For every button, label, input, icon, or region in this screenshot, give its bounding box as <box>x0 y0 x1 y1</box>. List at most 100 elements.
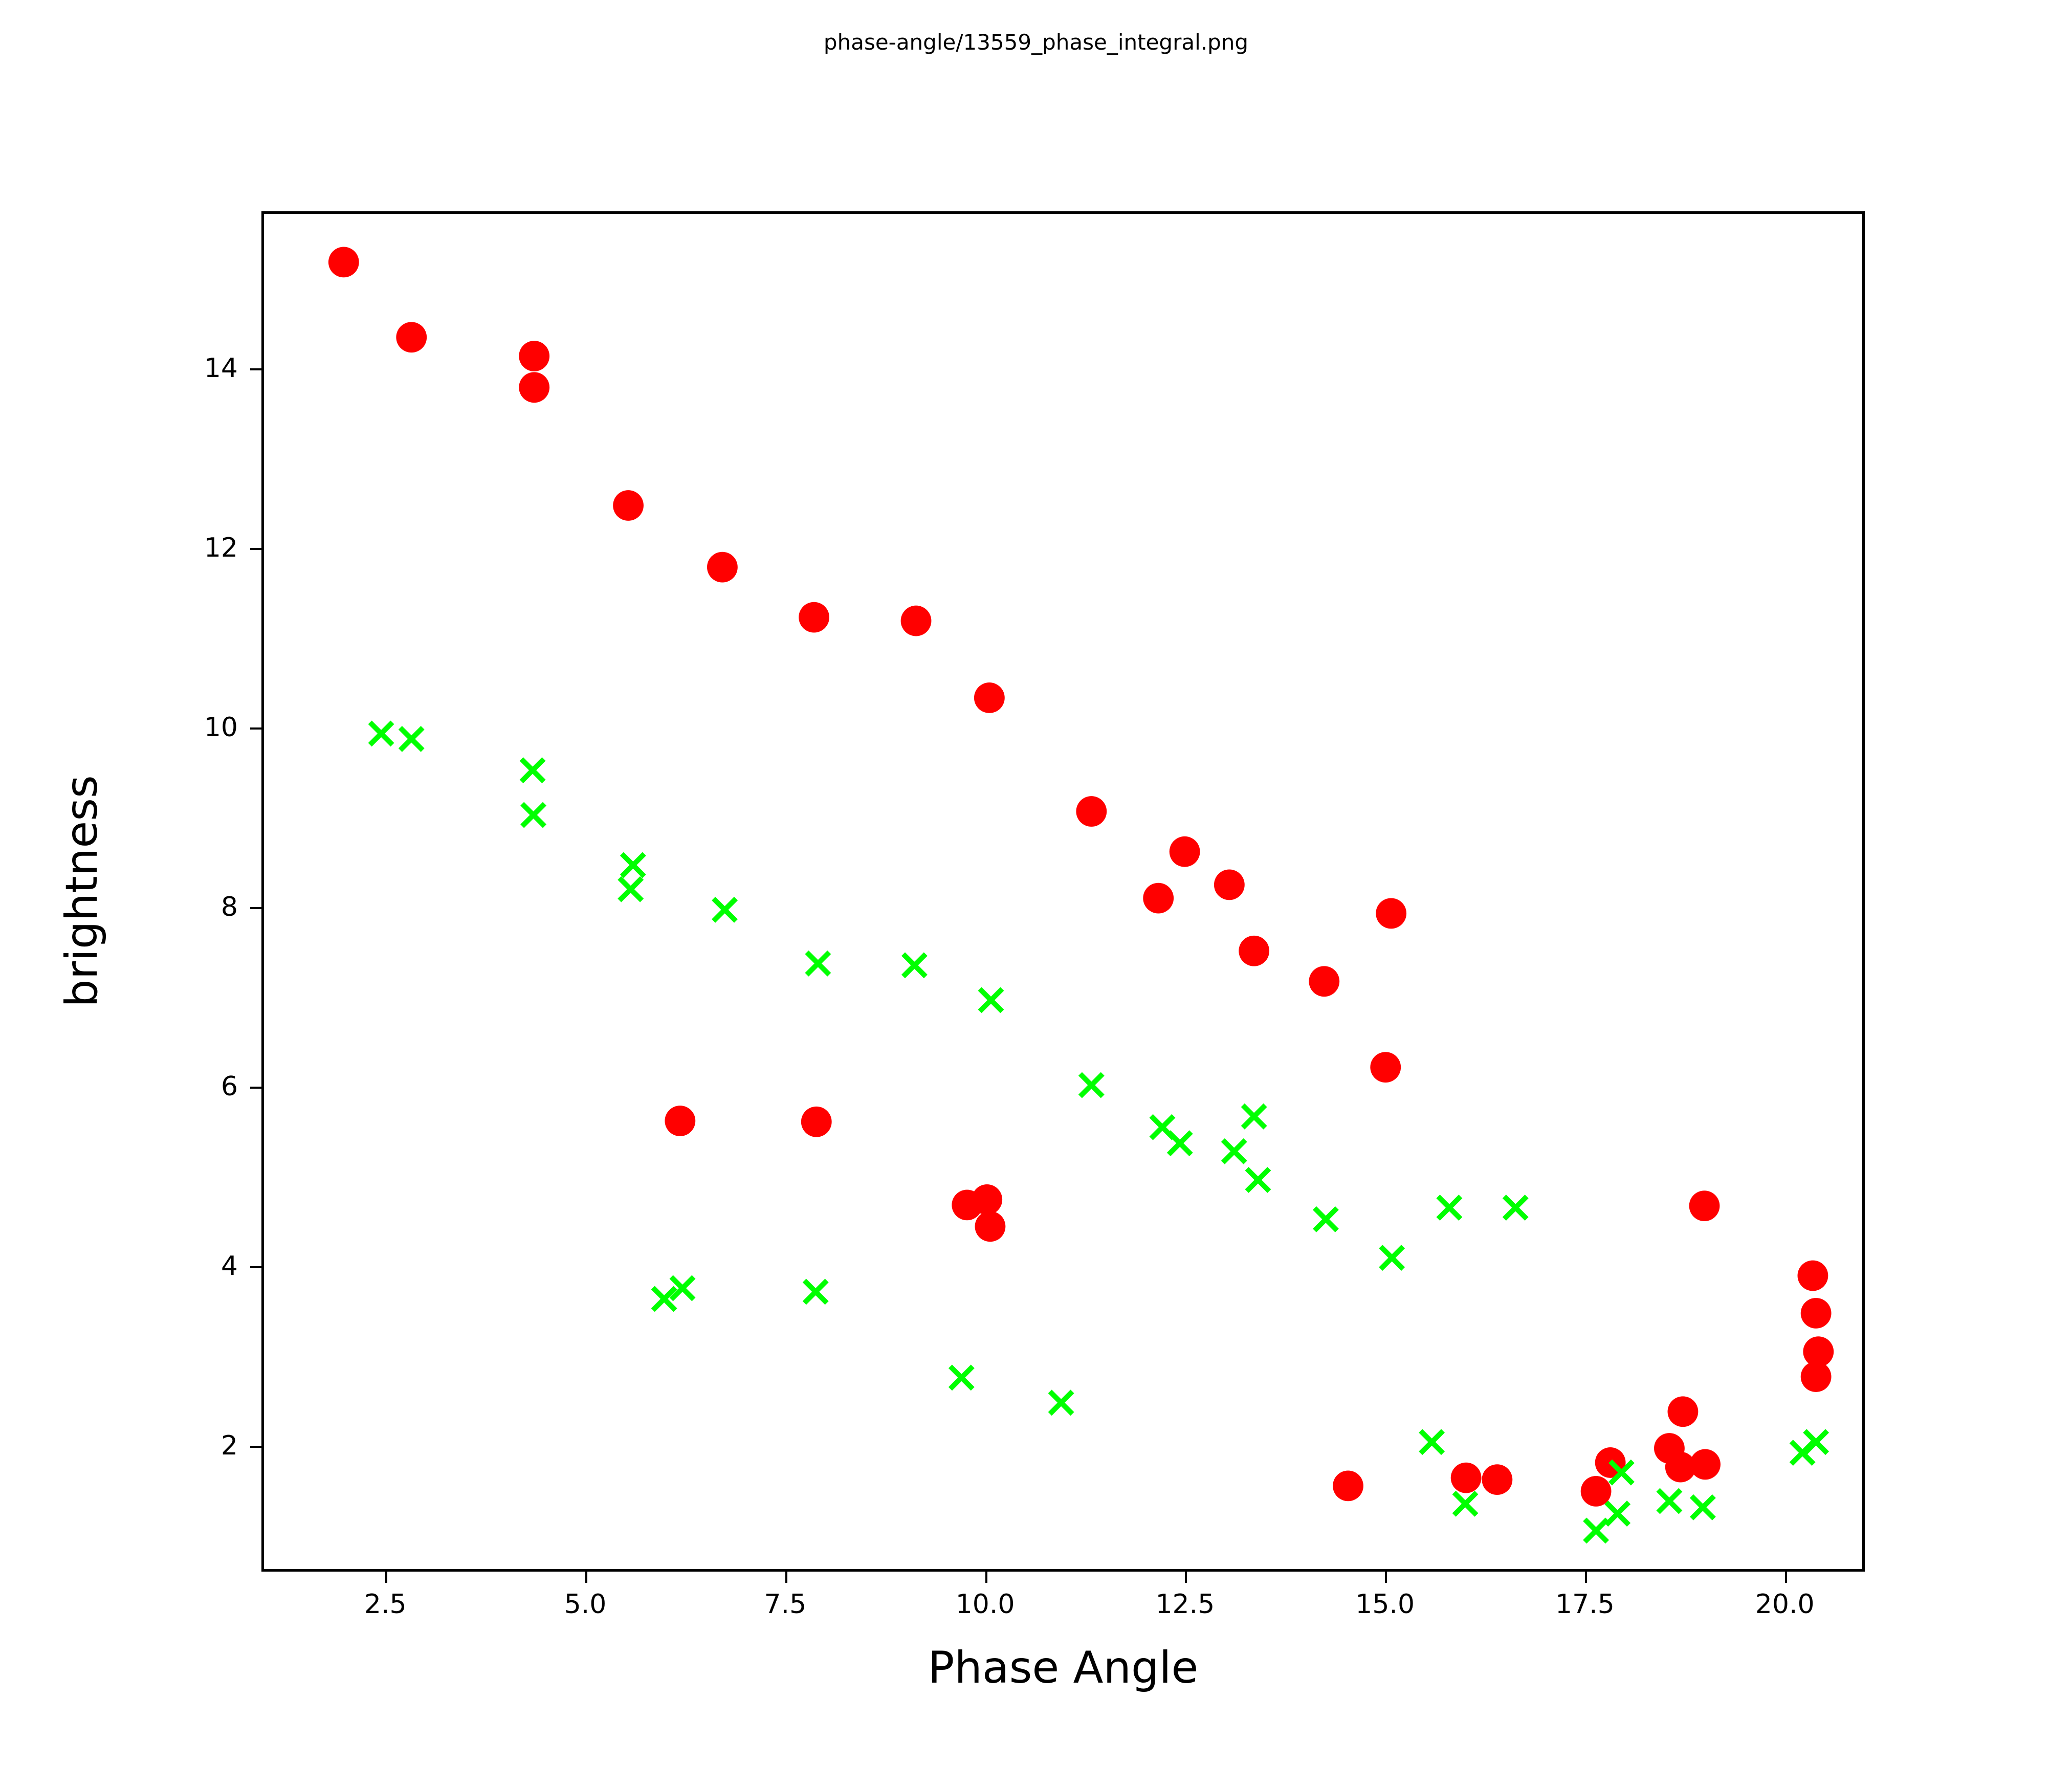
data-point-cross <box>1241 1103 1267 1130</box>
y-tick-mark <box>250 548 261 550</box>
data-point-circle <box>613 490 644 521</box>
x-tick-mark <box>985 1572 987 1583</box>
data-point-circle <box>1665 1451 1696 1483</box>
data-point-circle <box>1689 1190 1720 1221</box>
x-tick-mark <box>1584 1572 1587 1583</box>
data-point-circle <box>1214 869 1245 900</box>
data-point-cross <box>669 1275 696 1301</box>
data-point-circle <box>396 322 427 353</box>
data-point-circle <box>1169 836 1200 867</box>
data-point-cross <box>1502 1195 1529 1221</box>
data-point-circle <box>1667 1396 1699 1427</box>
data-point-cross <box>901 952 928 979</box>
data-point-circle <box>799 602 829 633</box>
data-point-circle <box>1370 1052 1401 1083</box>
y-tick-label: 8 <box>221 892 238 923</box>
y-tick-mark <box>250 368 261 371</box>
data-point-cross <box>948 1364 975 1391</box>
data-point-cross <box>519 757 546 784</box>
data-point-circle <box>665 1106 696 1136</box>
x-tick-mark <box>585 1572 588 1583</box>
data-point-circle <box>1800 1298 1832 1329</box>
plot-area <box>261 211 1865 1572</box>
data-point-cross <box>1312 1206 1339 1232</box>
x-tick-mark <box>385 1572 388 1583</box>
data-point-cross <box>368 720 394 747</box>
y-tick-label: 2 <box>221 1430 238 1462</box>
x-tick-label: 17.5 <box>1555 1589 1615 1620</box>
data-point-circle <box>1803 1336 1834 1367</box>
data-point-cross <box>1452 1490 1479 1517</box>
data-point-circle <box>801 1106 832 1137</box>
data-point-cross <box>618 876 644 902</box>
x-tick-label: 7.5 <box>764 1589 807 1620</box>
data-point-cross <box>712 896 738 923</box>
data-point-circle <box>519 341 550 371</box>
data-point-cross <box>805 950 831 977</box>
data-point-cross <box>1245 1166 1271 1193</box>
data-point-circle <box>1580 1475 1612 1507</box>
x-tick-label: 15.0 <box>1355 1589 1415 1620</box>
data-point-circle <box>1333 1470 1363 1502</box>
x-tick-label: 20.0 <box>1755 1589 1815 1620</box>
data-point-cross <box>1221 1138 1247 1164</box>
data-point-cross <box>1166 1130 1193 1157</box>
y-tick-label: 12 <box>204 533 238 564</box>
x-axis-label: Phase Angle <box>928 1642 1199 1693</box>
data-point-cross <box>398 725 425 752</box>
x-tick-label: 10.0 <box>955 1589 1015 1620</box>
series-green-crosses <box>368 720 1829 1544</box>
data-point-circle <box>707 551 738 583</box>
y-tick-label: 14 <box>204 353 238 384</box>
data-point-cross <box>1436 1195 1463 1221</box>
data-point-cross <box>620 852 646 878</box>
y-tick-mark <box>250 907 261 910</box>
data-point-cross <box>802 1278 829 1305</box>
data-point-circle <box>1076 796 1107 827</box>
data-point-circle <box>972 1184 1003 1215</box>
y-tick-label: 10 <box>204 712 238 743</box>
x-tick-mark <box>1784 1572 1787 1583</box>
data-point-cross <box>1419 1429 1445 1455</box>
data-point-cross <box>1379 1245 1405 1271</box>
data-point-cross <box>978 987 1004 1013</box>
data-point-circle <box>1797 1260 1828 1291</box>
data-point-circle <box>1309 966 1340 997</box>
data-point-circle <box>974 682 1005 713</box>
y-tick-label: 4 <box>221 1251 238 1282</box>
data-point-circle <box>975 1211 1006 1242</box>
data-point-cross <box>520 802 547 828</box>
y-axis-label: brightness <box>56 775 107 1007</box>
data-point-cross <box>1048 1389 1074 1416</box>
data-point-circle <box>1800 1361 1832 1392</box>
y-tick-mark <box>250 727 261 730</box>
data-point-cross <box>1803 1429 1829 1455</box>
data-point-circle <box>1376 898 1407 929</box>
x-tick-mark <box>785 1572 787 1583</box>
data-point-cross <box>1656 1488 1683 1514</box>
x-tick-label: 12.5 <box>1155 1589 1215 1620</box>
data-point-circle <box>900 605 932 636</box>
data-point-cross <box>1608 1459 1635 1486</box>
data-point-circle <box>1239 935 1270 966</box>
x-tick-mark <box>1185 1572 1187 1583</box>
y-tick-mark <box>250 1087 261 1089</box>
data-point-circle <box>328 247 359 278</box>
data-point-cross <box>1689 1494 1716 1520</box>
data-point-circle <box>1690 1449 1721 1480</box>
scatter-markers <box>328 247 1834 1544</box>
data-point-circle <box>1450 1462 1482 1493</box>
data-point-circle <box>519 372 550 403</box>
data-point-cross <box>1583 1517 1610 1544</box>
series-red-circles <box>328 247 1834 1507</box>
y-tick-mark <box>250 1266 261 1269</box>
data-point-circle <box>1143 882 1174 914</box>
x-tick-mark <box>1385 1572 1387 1583</box>
data-point-cross <box>651 1286 677 1312</box>
x-tick-label: 5.0 <box>564 1589 607 1620</box>
figure-title: phase-angle/13559_phase_integral.png <box>823 30 1249 55</box>
x-tick-label: 2.5 <box>364 1589 407 1620</box>
data-point-cross <box>1078 1072 1105 1098</box>
y-tick-label: 6 <box>221 1071 238 1102</box>
